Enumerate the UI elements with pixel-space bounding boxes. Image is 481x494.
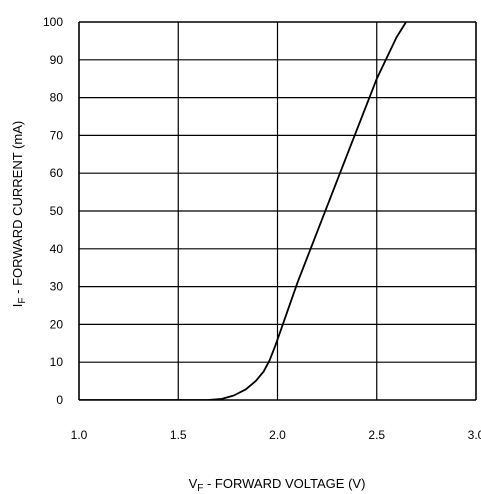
x-axis-title-rest: - FORWARD VOLTAGE (V) [203,476,365,491]
y-tick-label: 30 [50,280,64,294]
series-layer [79,22,408,400]
x-tick-label: 1.0 [71,428,88,442]
y-axis-title-main: I [10,304,25,308]
y-tick-label: 10 [50,355,64,369]
y-tick-label: 20 [50,317,64,331]
x-tick-label: 2.0 [269,428,286,442]
y-tick-label: 80 [50,91,64,105]
x-axis-title: VF - FORWARD VOLTAGE (V) [189,476,366,494]
y-tick-label: 70 [50,128,64,142]
y-axis-title-rest: - FORWARD CURRENT (mA) [10,121,25,298]
x-axis-title-main: V [189,476,198,491]
forward-current-curve [79,22,408,400]
x-tick-label: 2.5 [368,428,385,442]
grid [78,21,477,401]
x-axis-title-subscript: F [197,483,203,494]
y-tick-label: 100 [43,15,63,29]
y-tick-label: 60 [50,166,64,180]
y-tick-label: 90 [50,53,64,67]
x-tick-label: 1.5 [170,428,187,442]
y-tick-label: 40 [50,242,64,256]
tick-labels: 0 10 20 30 40 50 60 70 80 90 100 1.0 1.5 2.0 2.5 3.0 [43,15,481,442]
y-tick-label: 0 [56,393,63,407]
y-axis-title-subscript: F [17,297,28,303]
x-tick-label: 3.0 [468,428,481,442]
y-tick-label: 50 [50,204,64,218]
y-axis-title: IF - FORWARD CURRENT (mA) [10,121,28,307]
